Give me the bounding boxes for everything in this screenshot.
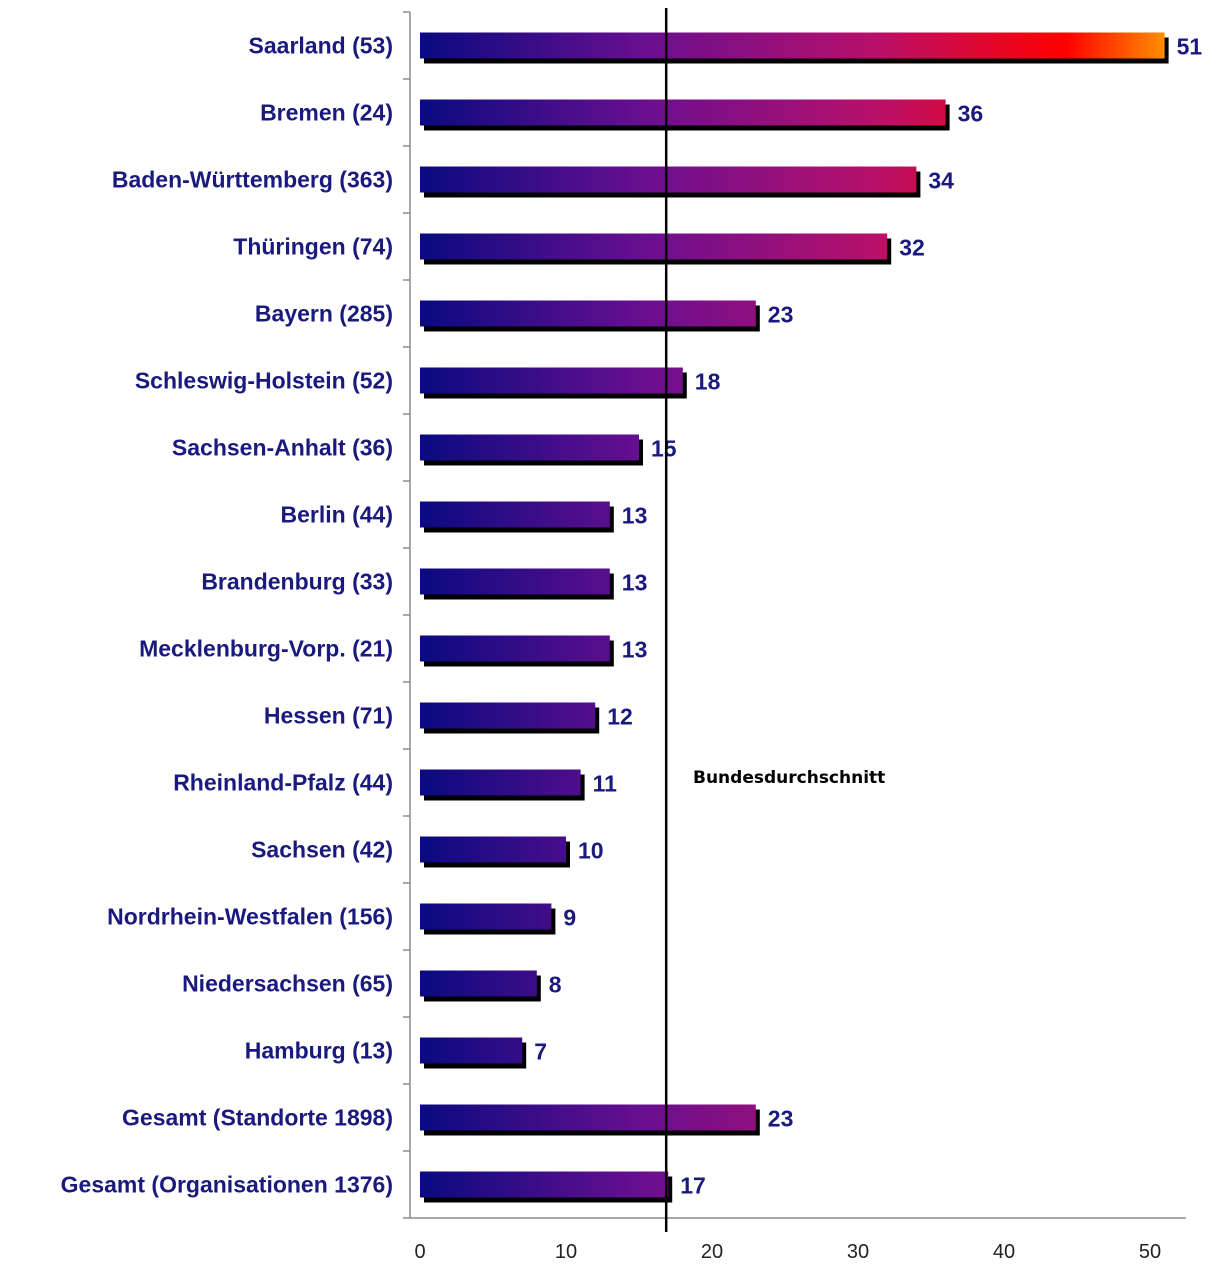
bar (420, 32, 1165, 59)
bar (420, 300, 756, 327)
bar (420, 1104, 756, 1131)
bar (420, 367, 683, 394)
bar (420, 702, 596, 729)
value-label: 10 (578, 838, 604, 864)
value-label: 23 (768, 1106, 794, 1132)
category-label: Niedersachsen (65) (182, 971, 393, 997)
category-label: Nordrhein-Westfalen (156) (107, 904, 393, 930)
value-label: 8 (549, 972, 562, 998)
value-label: 51 (1177, 34, 1203, 60)
value-label: 23 (768, 302, 794, 328)
value-label: 7 (534, 1039, 547, 1065)
axes-group: 0 10 20 30 40 50 (403, 11, 1186, 1263)
category-label: Saarland (53) (249, 33, 393, 59)
bar (420, 568, 610, 595)
bar (420, 434, 639, 461)
category-label: Bayern (285) (255, 301, 393, 327)
bars-group: Saarland (53) 51 Bremen (24) 36 Baden-Württe… (61, 32, 1203, 1203)
category-label: Sachsen (42) (251, 837, 393, 863)
bar (420, 1171, 669, 1198)
x-tick-label: 30 (847, 1241, 869, 1263)
category-label: Rheinland-Pfalz (44) (173, 770, 393, 796)
bar (420, 99, 946, 126)
x-tick-label: 0 (414, 1241, 425, 1263)
value-label: 13 (622, 570, 648, 596)
bar (420, 1037, 523, 1064)
value-label: 36 (958, 101, 984, 127)
bar (420, 970, 537, 997)
value-label: 32 (899, 235, 925, 261)
bar (420, 635, 610, 662)
category-label: Mecklenburg-Vorp. (21) (139, 636, 393, 662)
category-label: Hamburg (13) (245, 1038, 393, 1064)
category-label: Gesamt (Standorte 1898) (122, 1105, 393, 1131)
category-label: Schleswig-Holstein (52) (135, 368, 393, 394)
value-label: 13 (622, 637, 648, 663)
value-label: 18 (695, 369, 721, 395)
reference-line-label: Bundesdurchschnitt (693, 768, 885, 788)
bar (420, 233, 888, 260)
bar (420, 836, 566, 863)
value-label: 12 (607, 704, 633, 730)
category-label: Bremen (24) (260, 100, 393, 126)
x-tick-label: 20 (701, 1241, 723, 1263)
category-label: Hessen (71) (264, 703, 393, 729)
value-label: 11 (593, 771, 618, 797)
category-label: Thüringen (74) (233, 234, 393, 260)
x-tick-label: 40 (993, 1241, 1015, 1263)
x-tick-label: 10 (555, 1241, 577, 1263)
x-tick-label: 50 (1139, 1241, 1161, 1263)
value-label: 34 (928, 168, 954, 194)
bar (420, 501, 610, 528)
category-label: Brandenburg (33) (201, 569, 393, 595)
category-label: Berlin (44) (281, 502, 393, 528)
value-label: 13 (622, 503, 648, 529)
value-label: 15 (651, 436, 677, 462)
reference-line-group: Bundesdurchschnitt (664, 8, 885, 1232)
bar (420, 903, 552, 930)
category-label: Baden-Württemberg (363) (112, 167, 393, 193)
category-label: Sachsen-Anhalt (36) (172, 435, 393, 461)
bar (420, 769, 581, 796)
bar (420, 166, 917, 193)
value-label: 9 (563, 905, 576, 931)
category-label: Gesamt (Organisationen 1376) (61, 1172, 393, 1198)
value-label: 17 (680, 1173, 706, 1199)
